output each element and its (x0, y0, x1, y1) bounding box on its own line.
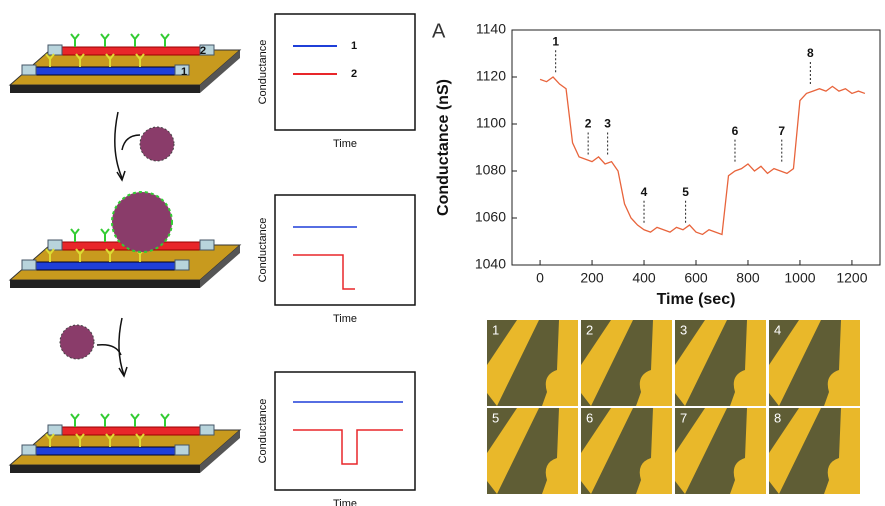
electrode (542, 408, 578, 494)
micrograph-label: 3 (680, 322, 687, 337)
micrograph-label: 4 (774, 322, 781, 337)
data-line (539, 76, 866, 236)
device-1 (9, 33, 241, 94)
x-tick-label: 200 (580, 270, 604, 286)
virus-particles (59, 126, 175, 360)
y-tick-label: 1140 (476, 21, 506, 37)
micrograph (487, 408, 578, 494)
panel-y-label: Conductance (257, 399, 269, 464)
panel-y-label: Conductance (257, 40, 269, 105)
electrode (675, 320, 727, 406)
micrograph (675, 408, 766, 494)
y-tick-label: 1100 (476, 115, 506, 131)
device-3 (9, 413, 241, 474)
legend-label: 2 (351, 68, 357, 80)
panel-frame (274, 194, 416, 306)
x-axis-label: Time (sec) (657, 291, 736, 308)
micrograph-label: 1 (492, 322, 499, 337)
wire-label: 2 (200, 45, 206, 57)
electrode (542, 320, 578, 406)
electrode (636, 320, 672, 406)
x-tick-label: 400 (632, 270, 656, 286)
y-tick-label: 1120 (476, 68, 506, 84)
electrode (636, 408, 672, 494)
micrograph-label: 2 (586, 322, 593, 337)
process-arrows (96, 111, 141, 378)
annotation-label: 4 (641, 185, 648, 199)
x-tick-label: 800 (736, 270, 760, 286)
schematic-trace (293, 254, 355, 290)
micrograph (769, 320, 860, 406)
y-axis-label: Conductance (nS) (435, 79, 452, 216)
panel-x-label: Time (333, 498, 357, 506)
annotation-label: 7 (778, 124, 785, 138)
electrode (487, 320, 539, 406)
electrode (730, 320, 766, 406)
legend-label: 1 (351, 40, 357, 52)
micrograph (581, 408, 672, 494)
micrograph (487, 320, 578, 406)
annotation-label: 2 (585, 117, 592, 131)
micrograph-label: 5 (492, 410, 499, 425)
micrograph-label: 8 (774, 410, 781, 425)
electrode (581, 408, 633, 494)
micrograph (675, 320, 766, 406)
micrograph-label: 7 (680, 410, 687, 425)
annotation-label: 1 (552, 34, 559, 48)
y-tick-label: 1040 (475, 256, 506, 272)
annotation-label: 8 (807, 46, 814, 60)
plot-frame (511, 29, 881, 266)
electrode (824, 320, 860, 406)
electrode (769, 320, 821, 406)
micrograph-label: 6 (586, 410, 593, 425)
x-tick-label: 1000 (784, 270, 815, 286)
annotation-label: 3 (604, 117, 611, 131)
panel-x-label: Time (333, 313, 357, 325)
y-tick-label: 1060 (475, 209, 506, 225)
micrograph (769, 408, 860, 494)
panel-x-label: Time (333, 138, 357, 150)
x-tick-label: 0 (536, 270, 544, 286)
micrograph (581, 320, 672, 406)
wire-label: 1 (181, 66, 187, 78)
electrode (824, 408, 860, 494)
y-tick-label: 1080 (475, 162, 506, 178)
electrode (730, 408, 766, 494)
panel-y-label: Conductance (257, 218, 269, 283)
panel-frame (274, 371, 416, 491)
electrode (769, 408, 821, 494)
schematic-trace (293, 429, 403, 465)
panel-frame (274, 13, 416, 131)
x-tick-label: 1200 (836, 270, 867, 286)
annotation-label: 6 (732, 124, 739, 138)
electrode (581, 320, 633, 406)
electrode (675, 408, 727, 494)
panel-label: A (432, 20, 446, 42)
x-tick-label: 600 (684, 270, 708, 286)
annotation-label: 5 (682, 185, 689, 199)
electrode (487, 408, 539, 494)
